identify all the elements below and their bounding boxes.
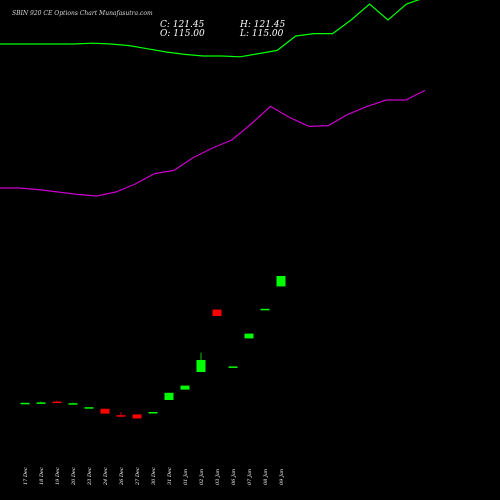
- candle-body: [244, 333, 254, 339]
- candle-body: [180, 385, 190, 390]
- x-tick-label: 20 Dec: [71, 467, 77, 486]
- candle: [100, 408, 110, 414]
- candle: [36, 401, 46, 404]
- x-tick-label: 31 Dec: [167, 467, 173, 485]
- open-readout: O: 115.00: [160, 29, 205, 39]
- candle: [260, 308, 270, 311]
- candle: [180, 385, 190, 390]
- x-tick-label: 07 Jan: [247, 469, 253, 485]
- candle-body: [20, 402, 30, 405]
- close-readout: C: 121.45: [160, 20, 205, 30]
- candle-body: [84, 407, 94, 409]
- x-tick-label: 30 Dec: [151, 467, 157, 485]
- candle-body: [212, 309, 222, 316]
- candle-body: [116, 415, 126, 417]
- x-tick-label: 02 Jan: [199, 469, 205, 485]
- candle: [148, 412, 158, 414]
- x-axis-labels: 17 Dec 18 Dec 19 Dec 20 Dec 23 Dec 24 Dec 26 D…: [23, 467, 285, 486]
- candle-body: [276, 276, 286, 287]
- candle-body: [68, 403, 78, 405]
- x-tick-label: 27 Dec: [135, 467, 141, 486]
- candle: [196, 352, 206, 372]
- candles-layer: [20, 276, 286, 419]
- x-tick-label: 09 Jan: [279, 469, 285, 485]
- x-tick-label: 01 Jan: [183, 469, 189, 485]
- candle-body: [148, 412, 158, 414]
- candle-body: [132, 414, 142, 419]
- moving-average-layer: [0, 0, 426, 197]
- x-tick-label: 08 Jan: [263, 469, 269, 485]
- candle: [52, 400, 62, 404]
- candle: [116, 412, 126, 417]
- candle: [228, 366, 238, 368]
- x-tick-label: 19 Dec: [55, 467, 61, 485]
- x-tick-label: 06 Jan: [231, 469, 237, 485]
- candle: [132, 414, 142, 419]
- candle-body: [100, 408, 110, 414]
- low-readout: L: 115.00: [240, 29, 284, 39]
- x-tick-label: 03 Jan: [215, 469, 221, 485]
- candle: [212, 309, 222, 316]
- candle-body: [196, 360, 206, 372]
- x-tick-label: 24 Dec: [103, 467, 109, 486]
- chart-title: SBIN 920 CE Options Chart Munafasutra.co…: [12, 10, 153, 17]
- x-tick-label: 18 Dec: [39, 467, 45, 485]
- x-tick-label: 23 Dec: [87, 467, 93, 486]
- candle: [244, 333, 254, 339]
- x-tick-label: 17 Dec: [23, 467, 29, 485]
- candle-body: [164, 392, 174, 400]
- candle: [276, 276, 286, 287]
- candle-body: [260, 308, 270, 311]
- moving-average-line-2: [0, 89, 426, 197]
- candle-body: [228, 366, 238, 368]
- candle: [84, 407, 94, 409]
- candle: [164, 392, 174, 400]
- candle: [68, 402, 78, 405]
- candle: [20, 402, 30, 405]
- candle-body: [52, 401, 62, 404]
- moving-average-line-1: [0, 0, 420, 58]
- high-readout: H: 121.45: [240, 20, 286, 30]
- candle-body: [36, 402, 46, 404]
- x-tick-label: 26 Dec: [119, 467, 125, 486]
